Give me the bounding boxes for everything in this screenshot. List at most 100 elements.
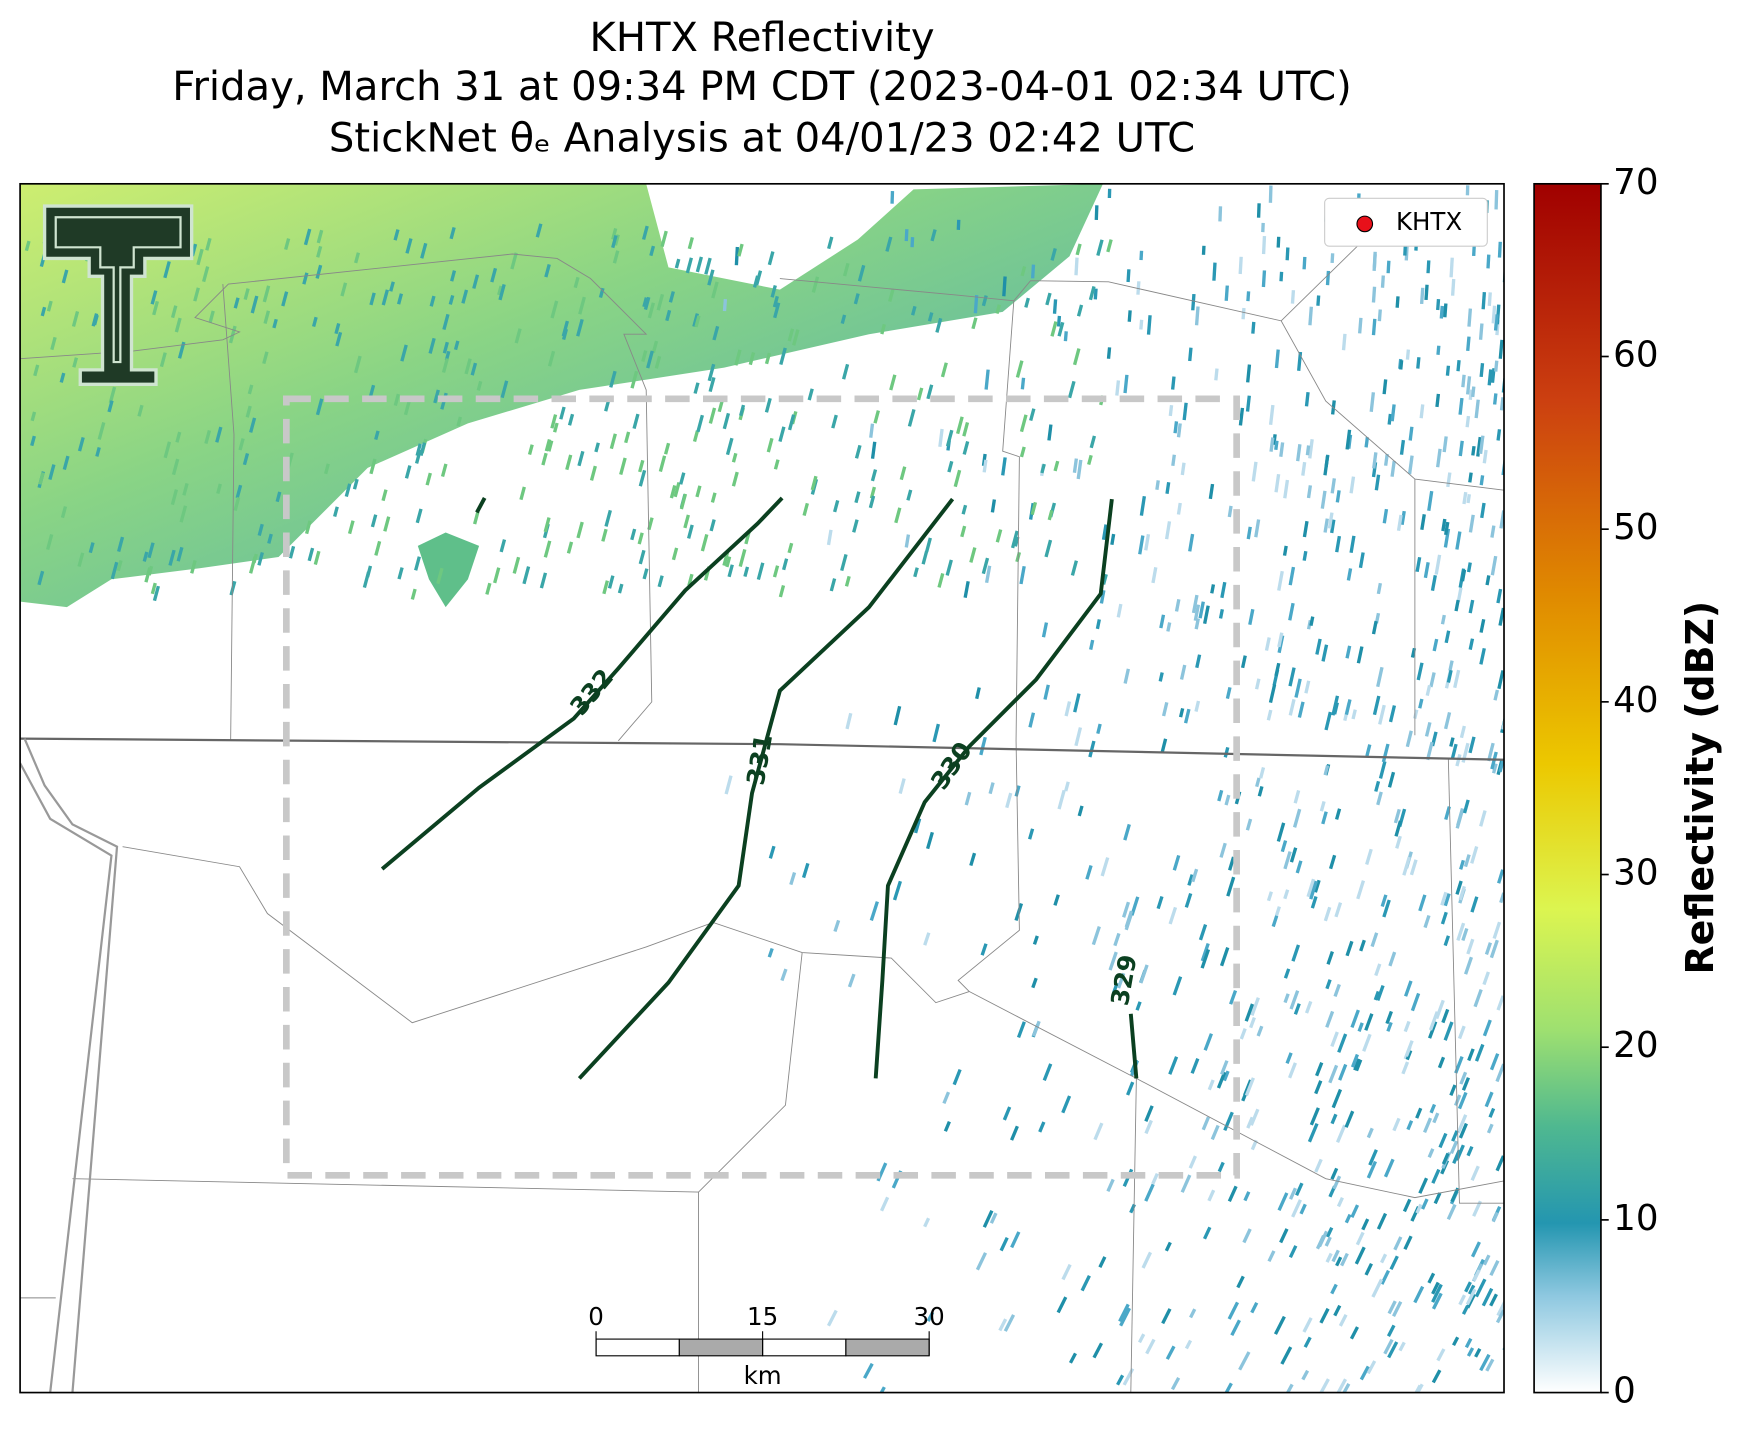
echo bbox=[442, 341, 449, 354]
echo bbox=[710, 492, 717, 503]
echo bbox=[1341, 333, 1347, 351]
echo bbox=[1465, 185, 1470, 196]
echo bbox=[935, 317, 943, 333]
echo bbox=[953, 469, 962, 488]
county-lines bbox=[20, 211, 1505, 1393]
echo bbox=[303, 228, 312, 246]
echo bbox=[1440, 891, 1448, 906]
echo bbox=[1380, 1253, 1388, 1264]
echo bbox=[1471, 386, 1476, 398]
echo bbox=[1176, 502, 1182, 515]
echo bbox=[1356, 880, 1366, 900]
echo bbox=[975, 1252, 988, 1271]
echo bbox=[611, 228, 618, 240]
echo bbox=[1308, 439, 1314, 459]
echo bbox=[1003, 1314, 1016, 1332]
echo bbox=[1487, 292, 1492, 306]
echo bbox=[743, 566, 750, 577]
echo bbox=[1245, 818, 1253, 831]
echo bbox=[247, 384, 254, 395]
echo bbox=[1301, 461, 1307, 476]
echo bbox=[1030, 501, 1038, 516]
echo bbox=[1504, 935, 1512, 950]
echo bbox=[1240, 655, 1247, 669]
echo bbox=[216, 483, 222, 494]
echo bbox=[1096, 239, 1104, 256]
echo bbox=[436, 567, 444, 585]
echo bbox=[1362, 1033, 1372, 1052]
echo bbox=[1466, 336, 1471, 352]
echo bbox=[1070, 560, 1078, 576]
echo bbox=[1415, 556, 1422, 573]
echo bbox=[1180, 1174, 1192, 1193]
echo bbox=[193, 287, 200, 302]
scale-segment bbox=[595, 1338, 680, 1357]
echo bbox=[1280, 840, 1288, 853]
echo bbox=[1302, 520, 1309, 538]
echo bbox=[171, 458, 180, 476]
echo bbox=[916, 387, 924, 401]
echo bbox=[1124, 910, 1134, 928]
echo bbox=[1325, 979, 1332, 990]
echo bbox=[988, 782, 995, 795]
echo bbox=[1459, 859, 1465, 870]
echo bbox=[1302, 1317, 1313, 1333]
echo bbox=[1371, 286, 1377, 303]
echo bbox=[1333, 1304, 1342, 1317]
echo bbox=[1444, 521, 1450, 536]
echo bbox=[24, 240, 31, 252]
colorbar bbox=[1533, 182, 1602, 1394]
echo bbox=[1393, 808, 1401, 824]
echo bbox=[910, 305, 917, 316]
echo bbox=[1482, 449, 1488, 464]
echo bbox=[1191, 868, 1199, 883]
scale-tick-label: 30 bbox=[914, 1302, 945, 1331]
echo bbox=[1435, 393, 1441, 408]
echo bbox=[707, 363, 716, 382]
echo bbox=[1156, 895, 1164, 910]
echo bbox=[913, 818, 922, 834]
echo bbox=[1481, 1287, 1494, 1307]
echo bbox=[1040, 463, 1046, 474]
echo bbox=[1416, 662, 1424, 681]
echo bbox=[1108, 951, 1118, 971]
echo bbox=[1330, 1113, 1338, 1125]
echo bbox=[1441, 1152, 1450, 1165]
echo bbox=[1093, 288, 1098, 300]
echo bbox=[964, 791, 972, 806]
echo bbox=[1489, 1260, 1500, 1277]
echo bbox=[490, 267, 498, 283]
echo bbox=[1283, 968, 1291, 979]
echo bbox=[943, 1121, 951, 1132]
echo bbox=[1455, 880, 1463, 895]
echo bbox=[497, 285, 503, 296]
colorbar-tick-label: 10 bbox=[1613, 1198, 1658, 1239]
echo-gap bbox=[657, 183, 881, 259]
echo bbox=[1372, 452, 1378, 469]
echo bbox=[1238, 1351, 1251, 1371]
legend-box bbox=[1324, 197, 1488, 247]
echo bbox=[1139, 319, 1144, 330]
echo bbox=[1164, 521, 1172, 540]
echo bbox=[1354, 1246, 1366, 1265]
echo bbox=[1246, 291, 1251, 302]
echo bbox=[393, 393, 400, 406]
echo bbox=[1331, 1088, 1343, 1109]
echo bbox=[826, 1309, 838, 1327]
echo bbox=[1101, 524, 1108, 541]
echo bbox=[1168, 404, 1174, 417]
echo bbox=[589, 465, 597, 481]
colorbar-label: Reflectivity (dBZ) bbox=[1678, 601, 1722, 975]
echo bbox=[440, 463, 448, 478]
echo bbox=[971, 317, 978, 330]
echo bbox=[316, 229, 324, 244]
echo bbox=[71, 311, 80, 327]
echo bbox=[1161, 701, 1169, 717]
echo bbox=[1418, 1177, 1429, 1194]
echo bbox=[1238, 256, 1243, 275]
echo bbox=[674, 258, 681, 269]
echo bbox=[1330, 519, 1336, 534]
echo bbox=[1464, 1337, 1473, 1349]
echo bbox=[150, 582, 157, 595]
echo bbox=[1489, 1293, 1498, 1307]
